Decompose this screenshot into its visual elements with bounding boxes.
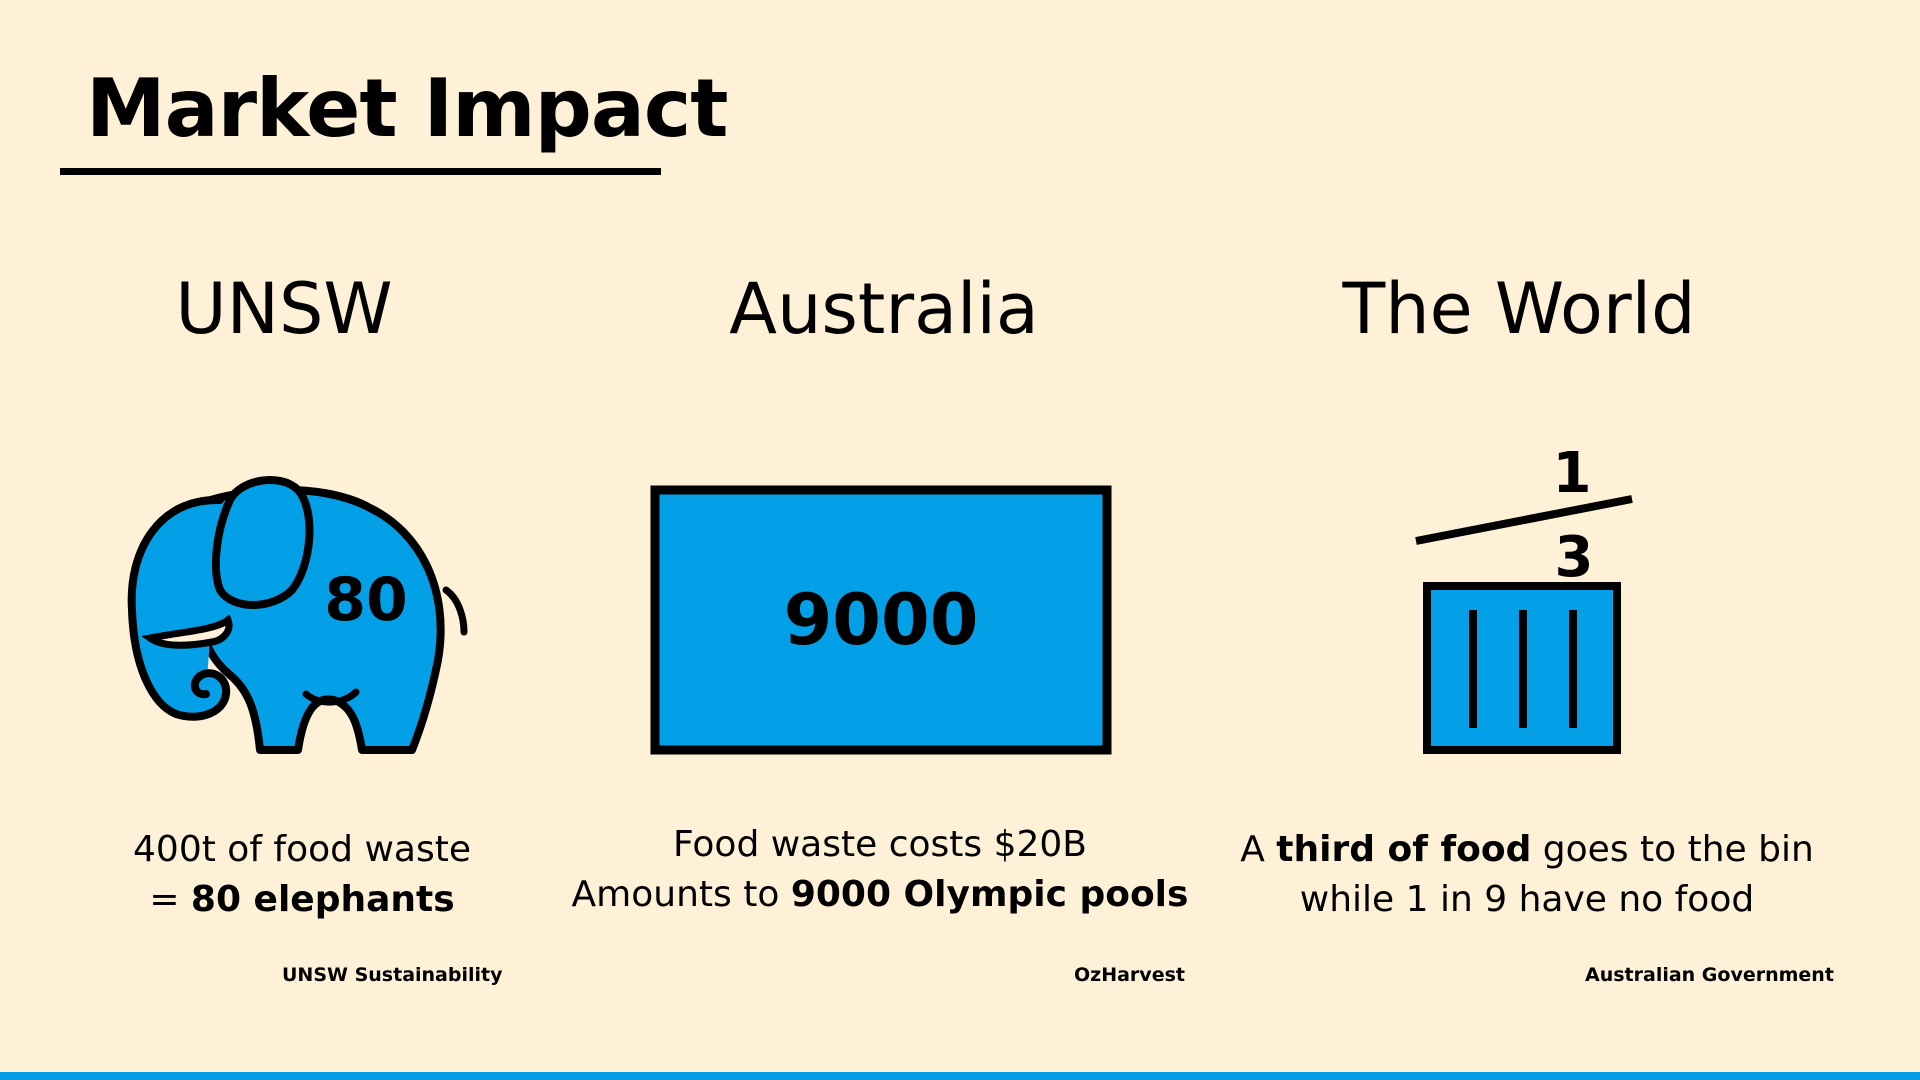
fraction-bar [1415, 495, 1633, 545]
source-unsw: UNSW Sustainability [282, 964, 503, 986]
caption-world-line1-suffix: goes to the bin [1531, 829, 1814, 870]
caption-world-line1-prefix: A [1240, 829, 1277, 870]
source-australia: OzHarvest [1074, 964, 1185, 986]
title-underline [60, 168, 661, 175]
heading-the-world: The World [1342, 268, 1696, 350]
bin-icon: 1 3 [1415, 441, 1633, 754]
caption-unsw-line2: = 80 elephants [133, 875, 471, 925]
caption-world-line2: while 1 in 9 have no food [1299, 879, 1755, 920]
elephant-number: 80 [324, 565, 408, 635]
heading-australia: Australia [729, 268, 1039, 350]
caption-unsw-line1: 400t of food waste [133, 829, 471, 870]
pool-icon: 9000 [650, 485, 1112, 755]
source-the-world: Australian Government [1585, 964, 1834, 986]
caption-world-line1-bold: third of food [1276, 829, 1532, 870]
caption-unsw-line2-bold: 80 elephants [190, 879, 455, 920]
caption-australia: Food waste costs $20B Amounts to 9000 Ol… [572, 820, 1189, 920]
caption-australia-line2: Amounts to 9000 Olympic pools [572, 870, 1189, 920]
caption-world-line1: A third of food goes to the bin [1240, 825, 1814, 875]
caption-australia-line2-bold: 9000 Olympic pools [790, 874, 1189, 915]
fraction-denominator: 3 [1555, 525, 1594, 590]
fraction-numerator: 1 [1553, 441, 1592, 506]
caption-the-world: A third of food goes to the bin while 1 … [1240, 825, 1814, 925]
caption-unsw: 400t of food waste = 80 elephants [133, 825, 471, 925]
slide-title: Market Impact [86, 62, 728, 155]
caption-unsw-line2-prefix: = [149, 879, 191, 920]
bottom-accent-bar [0, 1072, 1920, 1080]
heading-unsw: UNSW [175, 268, 393, 350]
elephant-icon: 80 [127, 475, 468, 754]
pool-number: 9000 [784, 579, 979, 661]
caption-australia-line2-prefix: Amounts to [571, 874, 791, 915]
caption-australia-line1: Food waste costs $20B [672, 824, 1088, 865]
